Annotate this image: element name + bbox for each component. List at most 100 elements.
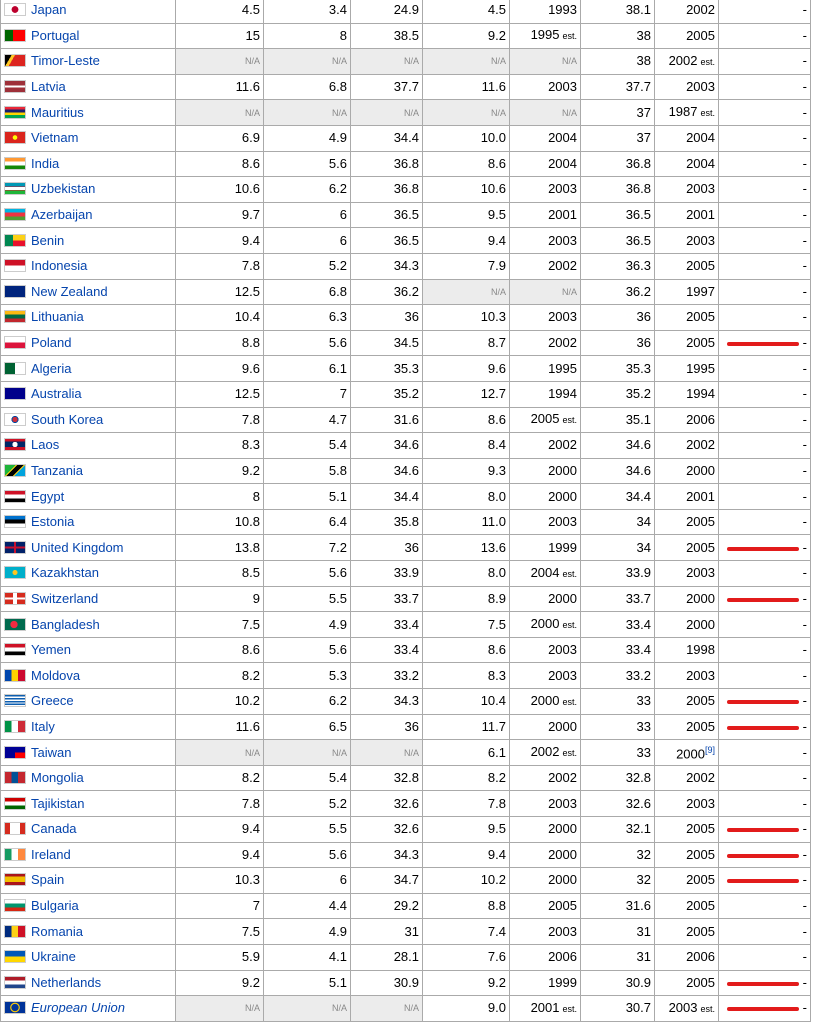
value-cell-3: N/A (350, 48, 423, 75)
year-value: 2005 (686, 821, 715, 837)
value-cell-3: 35.8 (350, 508, 423, 536)
year-cell-2: 2003 est. (654, 995, 719, 1022)
year-value: N/A (561, 286, 577, 297)
country-link[interactable]: New Zealand (31, 283, 108, 299)
country-link[interactable]: Bulgaria (31, 898, 79, 914)
country-link[interactable]: Indonesia (31, 258, 88, 274)
estimate-note: est. (562, 620, 577, 631)
year-value: 2005 (686, 872, 715, 888)
value-cell-1: N/A (175, 995, 264, 1022)
year-cell-1: 2000 (509, 713, 581, 741)
flag-lt-icon (4, 310, 26, 324)
value-cell-1: 7.5 (175, 611, 264, 638)
value-cell-4: 7.4 (422, 918, 510, 945)
dash-value: - (802, 667, 807, 683)
flag-tz-icon (4, 463, 26, 477)
flag-ee-icon (4, 515, 26, 529)
gini-cell: 36 (580, 329, 655, 357)
country-link[interactable]: Uzbekistan (31, 181, 96, 197)
country-link[interactable]: Mauritius (31, 104, 84, 120)
year-cell-1: N/A (509, 278, 581, 306)
year-value: 2005 (548, 898, 577, 914)
flag-ch-icon (4, 591, 26, 605)
country-link[interactable]: Vietnam (31, 130, 79, 146)
value-cell-2: 5.6 (263, 560, 351, 587)
marker-cell: - (718, 457, 811, 485)
marker-cell: - (718, 688, 811, 715)
country-link[interactable]: India (31, 155, 60, 171)
country-link[interactable]: Poland (31, 335, 72, 351)
country-cell: Taiwan (0, 739, 176, 766)
country-cell: Australia (0, 380, 176, 408)
country-link[interactable]: Australia (31, 386, 82, 402)
country-link[interactable]: Egypt (31, 488, 65, 504)
year-value: 2004 (548, 130, 577, 146)
gini-cell: 33.4 (580, 636, 655, 664)
country-link[interactable]: Tajikistan (31, 795, 85, 811)
value-cell-3: 34.3 (350, 841, 423, 869)
gini-cell: 37.7 (580, 73, 655, 101)
marker-cell: - (718, 508, 811, 536)
value-cell-4: N/A (422, 48, 510, 75)
dash-value: - (802, 181, 807, 197)
country-link[interactable]: Yemen (31, 642, 71, 658)
country-link[interactable]: Tanzania (31, 462, 84, 478)
dash-value: - (802, 974, 807, 990)
country-link[interactable]: Ukraine (31, 949, 76, 965)
table-row: Bulgaria 7 4.4 29.2 8.8 2005 31.6 2005- (0, 892, 811, 920)
country-link[interactable]: Algeria (31, 360, 72, 376)
country-link[interactable]: Japan (31, 2, 67, 18)
value-cell-2: 5.8 (263, 457, 351, 485)
country-link[interactable]: Mongolia (31, 770, 84, 786)
country-link[interactable]: Spain (31, 872, 65, 888)
country-link[interactable]: Azerbaijan (31, 207, 93, 223)
country-link[interactable]: Taiwan (31, 744, 72, 760)
year-cell-1: 2003 (509, 176, 581, 203)
value-cell-2: 6.1 (263, 355, 351, 382)
country-link[interactable]: United Kingdom (31, 539, 124, 555)
country-link[interactable]: Moldova (31, 667, 81, 683)
year-cell-2: 2000 (654, 611, 719, 638)
country-link[interactable]: Benin (31, 232, 65, 248)
year-cell-2: 2003 (654, 560, 719, 587)
year-value: 2003 (668, 999, 698, 1015)
value-cell-1: 13.8 (175, 534, 264, 562)
flag-vn-icon (4, 131, 26, 145)
table-row: New Zealand 12.5 6.8 36.2 N/A N/A 36.2 1997- (0, 278, 811, 306)
country-link[interactable]: Romania (31, 923, 84, 939)
country-link[interactable]: Greece (31, 693, 74, 709)
reference-link[interactable]: [9] (704, 745, 715, 756)
country-link[interactable]: Kazakhstan (31, 565, 99, 581)
year-cell-1: 2000 est. (509, 611, 581, 638)
marker-cell: - (718, 995, 811, 1022)
country-link[interactable]: Lithuania (31, 309, 84, 325)
marker-cell: - (718, 943, 811, 971)
country-link[interactable]: Bangladesh (31, 616, 100, 632)
country-link[interactable]: Timor-Leste (31, 53, 100, 69)
flag-mu-icon (4, 105, 26, 119)
dash-value: - (802, 846, 807, 862)
country-link[interactable]: Ireland (31, 846, 71, 862)
country-link[interactable]: Switzerland (31, 590, 99, 606)
year-value: 2000 (548, 462, 577, 478)
marker-cell: - (718, 227, 811, 254)
year-value: 2003 (686, 79, 715, 95)
flag-ye-icon (4, 643, 26, 657)
country-link[interactable]: Italy (31, 718, 55, 734)
value-cell-3: 35.2 (350, 380, 423, 408)
estimate-note: est. (562, 31, 577, 42)
red-highlight-mark (727, 546, 799, 551)
country-link[interactable]: Netherlands (31, 974, 102, 990)
country-link[interactable]: European Union (31, 1000, 125, 1016)
marker-cell: - (718, 48, 811, 75)
country-link[interactable]: Canada (31, 821, 77, 837)
country-link[interactable]: Portugal (31, 27, 80, 43)
country-link[interactable]: Latvia (31, 79, 66, 95)
country-link[interactable]: South Korea (31, 411, 104, 427)
year-cell-1: 2000 (509, 816, 581, 843)
country-link[interactable]: Laos (31, 437, 60, 453)
country-cell: European Union (0, 995, 176, 1022)
year-value: 2001 (548, 207, 577, 223)
year-cell-2: 2002 (654, 432, 719, 459)
country-link[interactable]: Estonia (31, 514, 75, 530)
